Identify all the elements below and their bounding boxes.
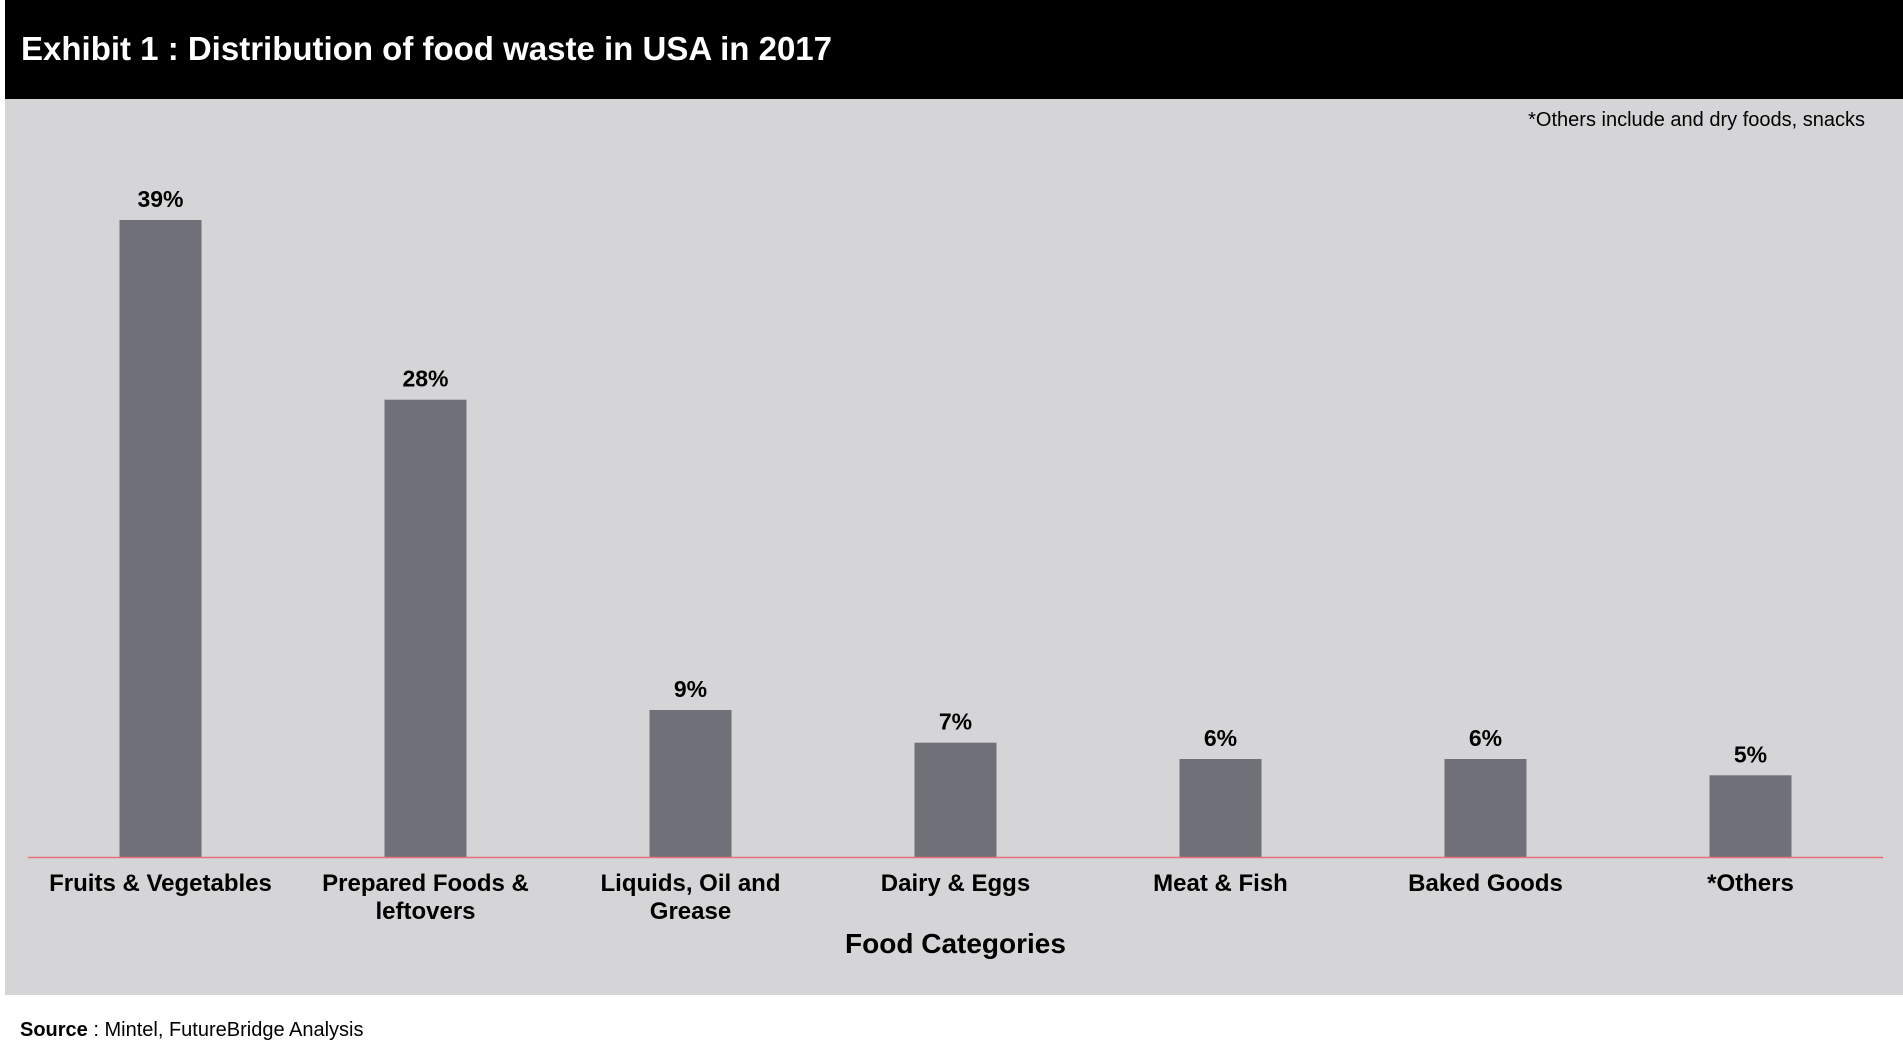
x-tick-label-line: Prepared Foods &: [322, 870, 529, 897]
bar-value-label: 9%: [674, 676, 707, 702]
bar: [1179, 759, 1262, 857]
bar-value-label: 28%: [402, 366, 448, 392]
x-tick-label: Fruits & Vegetables: [49, 870, 272, 897]
source-label: Source: [20, 1019, 88, 1041]
value-labels-layer: 39% 28% 9% 7% 6% 6% 5%: [137, 186, 1767, 767]
chart-title: Exhibit 1 : Distribution of food waste i…: [21, 30, 833, 67]
source-separator: :: [87, 1019, 105, 1041]
x-axis-title: Food Categories: [845, 928, 1066, 959]
x-tick-label-line: Liquids, Oil and: [601, 870, 781, 897]
x-tick-labels-layer: Fruits & Vegetables Prepared Foods & lefto…: [49, 870, 1794, 925]
bars-layer: [119, 220, 1792, 857]
x-tick-label-line: Fruits & Vegetables: [49, 870, 272, 897]
bar-value-label: 5%: [1734, 741, 1767, 767]
x-tick-label-line: leftovers: [375, 898, 475, 925]
bar-value-label: 6%: [1469, 725, 1502, 751]
x-tick-label: Liquids, Oil and Grease: [601, 870, 781, 925]
chart-area: *Others include and dry foods, snacks 39…: [5, 99, 1903, 995]
x-tick-label-line: Meat & Fish: [1153, 870, 1288, 897]
bar-value-label: 7%: [939, 709, 972, 735]
chart-note: *Others include and dry foods, snacks: [1528, 109, 1865, 131]
x-tick-label-line: Dairy & Eggs: [881, 870, 1030, 897]
bar: [1709, 775, 1792, 857]
x-tick-label: Meat & Fish: [1153, 870, 1288, 897]
bar-value-label: 39%: [137, 186, 183, 212]
x-tick-label-line: *Others: [1707, 870, 1794, 897]
bar-chart: 39% 28% 9% 7% 6% 6% 5% Fruits & Vegetables Prep…: [28, 186, 1883, 959]
title-bar: Exhibit 1 : Distribution of food waste i…: [5, 0, 1903, 99]
source-text: Mintel, FutureBridge Analysis: [104, 1019, 364, 1041]
bar: [119, 220, 202, 857]
x-tick-label: Prepared Foods & leftovers: [322, 870, 529, 925]
bar: [1444, 759, 1527, 857]
bar: [384, 399, 467, 857]
x-tick-label-line: Grease: [650, 898, 731, 925]
bar-value-label: 6%: [1204, 725, 1237, 751]
x-tick-label: Dairy & Eggs: [881, 870, 1030, 897]
x-tick-label: Baked Goods: [1408, 870, 1563, 897]
bar: [649, 710, 732, 857]
source-line: Source : Mintel, FutureBridge Analysis: [20, 1019, 364, 1042]
x-tick-label: *Others: [1707, 870, 1794, 897]
x-tick-label-line: Baked Goods: [1408, 870, 1563, 897]
bar: [914, 742, 997, 857]
